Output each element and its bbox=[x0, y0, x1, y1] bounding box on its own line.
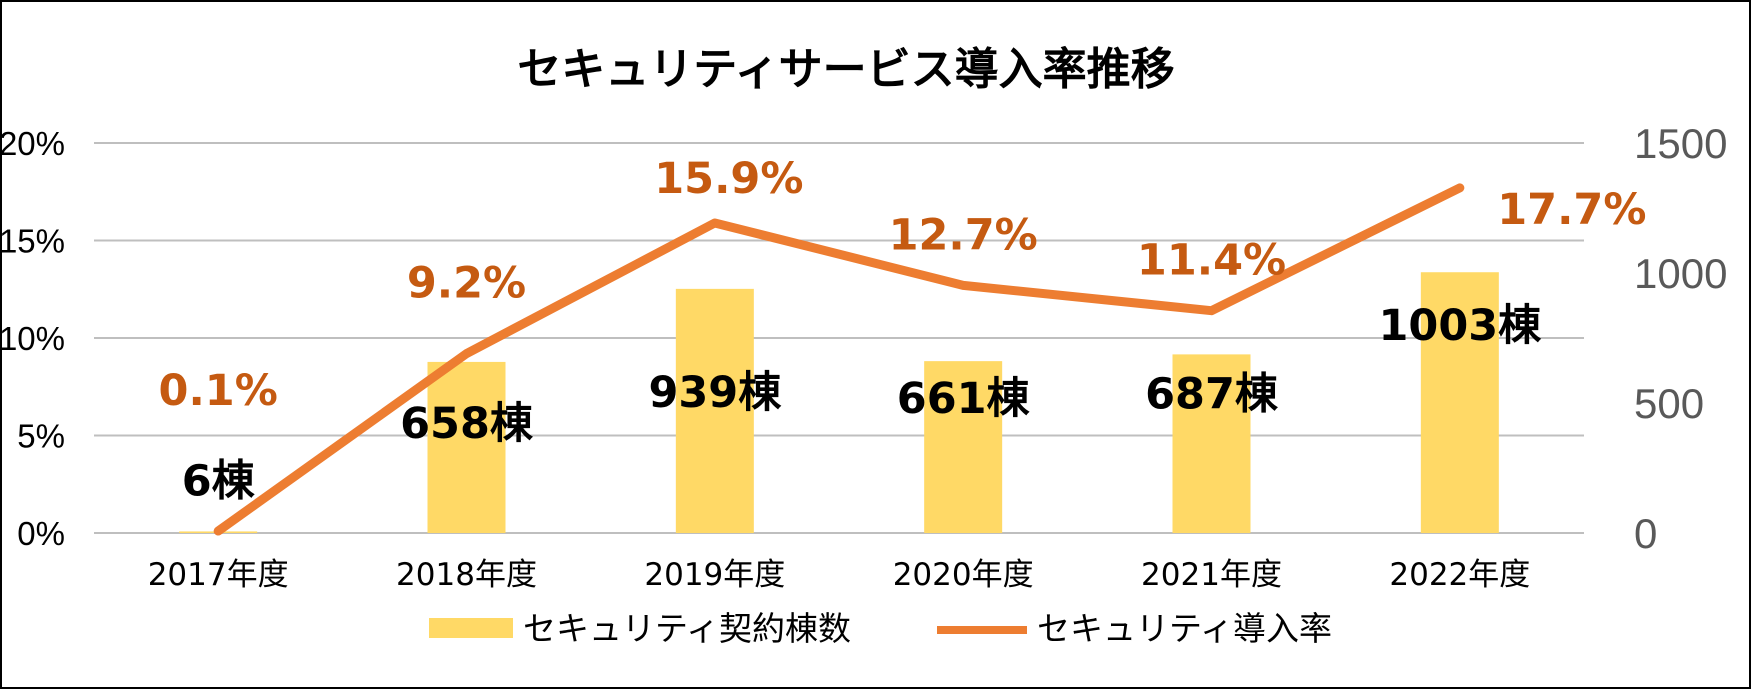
bar-data-label: 687棟 bbox=[1145, 369, 1279, 419]
left-tick-label: 20% bbox=[2, 125, 65, 162]
rate-data-label: 17.7% bbox=[1497, 185, 1646, 235]
x-axis: 2017年度 2018年度 2019年度 2020年度 2021年度 2022年度 bbox=[148, 557, 1531, 593]
left-tick-label: 15% bbox=[2, 223, 65, 260]
rate-point bbox=[1210, 309, 1213, 312]
grid-layer bbox=[94, 142, 1584, 534]
rate-point bbox=[465, 352, 468, 355]
bar-data-label: 1003棟 bbox=[1378, 301, 1542, 351]
x-tick-label: 2017年度 bbox=[148, 557, 289, 593]
bar-data-label: 939棟 bbox=[648, 368, 782, 418]
left-axis: 0% 5% 10% 15% 20% bbox=[2, 125, 65, 552]
rate-point bbox=[1458, 186, 1461, 189]
bar-data-label: 658棟 bbox=[400, 399, 534, 449]
rate-data-label: 9.2% bbox=[407, 259, 526, 309]
legend-line-label: セキュリティ導入率 bbox=[1037, 609, 1332, 648]
bar bbox=[924, 361, 1003, 533]
bar bbox=[1420, 272, 1499, 533]
legend: セキュリティ契約棟数 セキュリティ導入率 bbox=[429, 609, 1332, 648]
rate-line bbox=[213, 183, 1465, 536]
right-tick-label: 1000 bbox=[1634, 250, 1727, 297]
bar bbox=[427, 361, 506, 533]
rate-data-label: 11.4% bbox=[1137, 236, 1286, 286]
right-tick-label: 500 bbox=[1634, 380, 1704, 427]
left-tick-label: 10% bbox=[2, 320, 65, 357]
legend-bar-swatch bbox=[429, 618, 513, 638]
rate-data-label: 12.7% bbox=[889, 210, 1038, 260]
bar-labels: 6棟 658棟 939棟 661棟 687棟 1003棟 bbox=[182, 301, 1542, 506]
left-tick-label: 0% bbox=[17, 515, 65, 552]
legend-bar-label: セキュリティ契約棟数 bbox=[523, 609, 851, 648]
bar-series bbox=[179, 272, 1499, 533]
x-tick-label: 2021年度 bbox=[1141, 557, 1282, 593]
rate-labels: 0.1% 9.2% 15.9% 12.7% 11.4% 17.7% bbox=[159, 154, 1647, 416]
rate-point bbox=[217, 530, 220, 533]
x-tick-label: 2018年度 bbox=[396, 557, 537, 593]
left-tick-label: 5% bbox=[17, 418, 65, 455]
rate-data-label: 15.9% bbox=[654, 154, 803, 204]
x-tick-label: 2022年度 bbox=[1389, 557, 1530, 593]
right-tick-label: 1500 bbox=[1634, 120, 1727, 167]
right-axis: 0 500 1000 1500 bbox=[1634, 120, 1727, 557]
rate-point bbox=[713, 221, 716, 224]
x-tick-label: 2019年度 bbox=[644, 557, 785, 593]
x-tick-label: 2020年度 bbox=[893, 557, 1034, 593]
rate-data-label: 0.1% bbox=[159, 366, 278, 416]
line-series bbox=[213, 183, 1465, 536]
bar bbox=[1172, 354, 1251, 533]
bar bbox=[675, 288, 754, 533]
rate-point bbox=[962, 284, 965, 287]
chart-title: セキュリティサービス導入率推移 bbox=[517, 44, 1174, 95]
bar-data-label: 661棟 bbox=[897, 374, 1031, 424]
right-tick-label: 0 bbox=[1634, 510, 1657, 557]
bar-data-label: 6棟 bbox=[182, 456, 256, 506]
